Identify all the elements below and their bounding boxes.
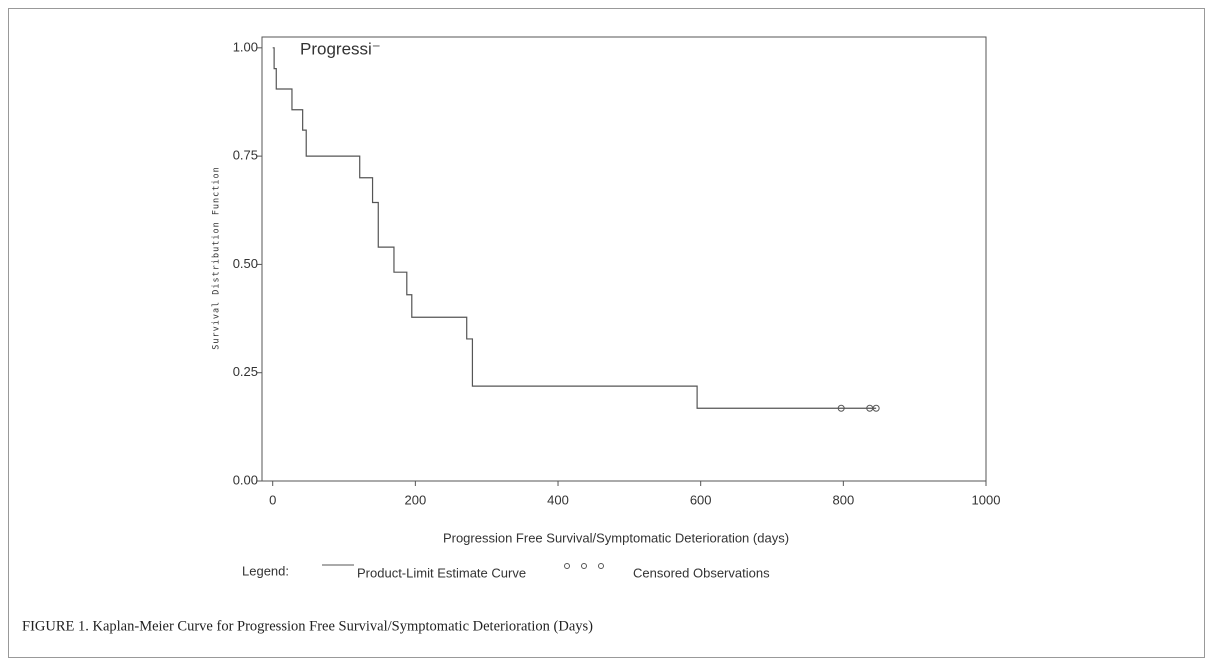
y-tick-label: 0.50 — [233, 256, 258, 271]
x-tick-label: 800 — [832, 492, 854, 507]
chart-title: Progressi⁻ — [300, 39, 381, 58]
legend-marker — [581, 563, 587, 569]
x-tick-label: 600 — [690, 492, 712, 507]
legend-entry: Censored Observations — [633, 565, 770, 580]
legend-marker — [564, 563, 570, 569]
legend-marker — [598, 563, 604, 569]
y-tick-label: 0.00 — [233, 472, 258, 487]
x-tick-label: 400 — [547, 492, 569, 507]
legend-label: Legend: — [242, 563, 289, 578]
x-axis-label: Progression Free Survival/Symptomatic De… — [443, 530, 789, 545]
y-tick-label: 1.00 — [233, 39, 258, 54]
caption: FIGURE 1. Kaplan-Meier Curve for Progres… — [22, 618, 593, 634]
censored-marker — [837, 404, 845, 412]
censored-marker — [872, 404, 880, 412]
legend-entry: Product-Limit Estimate Curve — [357, 565, 526, 580]
figure-frame — [8, 8, 1205, 658]
survival-curve — [272, 47, 877, 409]
plot-frame — [261, 36, 987, 482]
y-tick-label: 0.75 — [233, 148, 258, 163]
y-tick-label: 0.25 — [233, 364, 258, 379]
x-tick-label: 0 — [269, 492, 276, 507]
x-tick-label: 1000 — [972, 492, 1001, 507]
x-tick-label: 200 — [405, 492, 427, 507]
y-axis-label: Survival Distribution Function — [212, 166, 222, 350]
